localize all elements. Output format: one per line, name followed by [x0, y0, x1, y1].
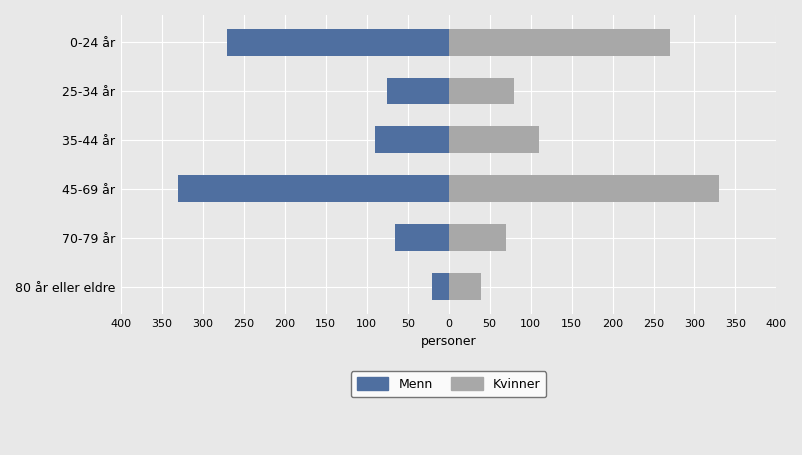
Bar — [387, 77, 448, 105]
Bar — [448, 126, 539, 153]
Legend: Menn, Kvinner: Menn, Kvinner — [350, 371, 546, 397]
X-axis label: personer: personer — [421, 335, 476, 348]
Bar — [448, 29, 670, 56]
Bar — [178, 176, 448, 202]
Bar — [375, 126, 448, 153]
Bar — [432, 273, 448, 300]
Bar — [228, 29, 448, 56]
Bar — [448, 224, 506, 251]
Bar — [395, 224, 448, 251]
Bar — [448, 77, 514, 105]
Bar — [448, 273, 481, 300]
Bar — [448, 176, 719, 202]
